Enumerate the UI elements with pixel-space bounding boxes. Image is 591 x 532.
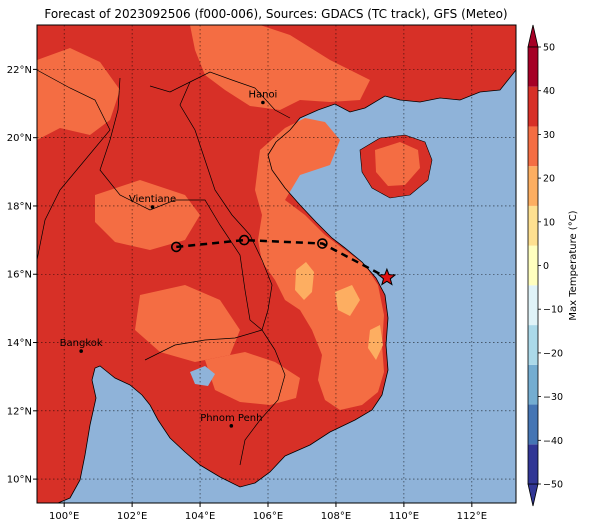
colorbar-label: Max Temperature (°C): [568, 210, 579, 320]
track-circle-marker: [170, 241, 182, 253]
land-warm-zone-cambodia: [205, 352, 300, 405]
lat-tick-label: 20°N: [7, 133, 32, 144]
lat-tick-label: 22°N: [7, 65, 32, 76]
border-laos-vietnam: [179, 81, 276, 351]
map-panel: Hanoi Vientiane Bangkok Phnom Penh: [37, 25, 516, 503]
colorbar-segment: [528, 126, 538, 167]
border-china-vietnam-laos: [149, 71, 291, 119]
colorbar-segment: [528, 166, 538, 206]
colorbar-tick-label: −50: [543, 480, 563, 491]
colorbar-tick-label: 10: [543, 217, 555, 228]
lake-tonle-sap: [190, 366, 215, 386]
lat-tick-label: 12°N: [7, 406, 32, 417]
land-hainan-warm: [375, 142, 420, 186]
lon-tick-label: 102°E: [117, 511, 147, 522]
land-warm-zone-north: [190, 25, 370, 110]
land-mild-zone-2: [335, 285, 360, 316]
colorbar-segment: [528, 444, 538, 484]
colorbar-tick-label: 50: [543, 43, 555, 54]
coastline: [57, 69, 516, 503]
land-warm-zone-center: [95, 180, 200, 250]
lat-tick-label: 14°N: [7, 338, 32, 349]
land-mild-zone-1: [295, 262, 314, 300]
border-thailand-cambodia: [144, 329, 263, 361]
city-label: Vientiane: [129, 194, 176, 205]
city-label: Hanoi: [248, 90, 277, 101]
city-dot: [261, 100, 265, 105]
colorbar: −50 −40 −30 −20 −10 0 10 20 30 40 50 Max Temperatur…: [527, 24, 579, 507]
city-label: Bangkok: [60, 338, 103, 349]
colorbar-tick-label: 30: [543, 130, 555, 141]
lat-tick-label: 16°N: [7, 270, 32, 281]
city-dot: [150, 205, 155, 209]
track-line: [176, 238, 388, 279]
colorbar-tick-label: 0: [543, 261, 549, 272]
track-circle-marker: [317, 238, 328, 249]
colorbar-segment: [528, 205, 538, 246]
lat-tick-label: 10°N: [7, 475, 32, 486]
lon-tick-label: 100°E: [49, 511, 79, 522]
colorbar-extend-top: [527, 24, 539, 48]
colorbar-tick-label: −10: [543, 305, 563, 316]
lon-tick-label: 112°E: [457, 511, 487, 522]
city-markers: Hanoi Vientiane Bangkok Phnom Penh: [60, 90, 277, 428]
colorbar-segment: [528, 325, 538, 365]
colorbar-tick-label: 20: [543, 174, 555, 185]
colorbar-segment: [528, 404, 538, 445]
colorbar-tick-label: −20: [543, 348, 563, 359]
lon-tick-label: 106°E: [253, 511, 283, 522]
city-label: Phnom Penh: [200, 413, 262, 424]
city-dot: [229, 424, 234, 428]
lon-tick-label: 108°E: [321, 511, 351, 522]
border-laos-thailand: [99, 77, 263, 331]
colorbar-tick-label: −30: [543, 392, 563, 403]
border-myanmar: [37, 69, 111, 261]
land-warm-zone-west: [37, 48, 120, 140]
map-frame: [36, 24, 517, 504]
lat-tick-label: 18°N: [7, 201, 32, 212]
track-circle-marker: [238, 234, 250, 246]
land-mild-zone-3: [368, 325, 383, 360]
colorbar-segment: [528, 364, 538, 405]
colorbar-segment: [528, 86, 538, 127]
map-axis-ticks: 100°E 102°E 104°E 106°E 108°E 110°E 112°E 10°N 1…: [7, 65, 487, 522]
cyclone-track: [170, 234, 397, 286]
colorbar-segment: [528, 47, 538, 87]
figure-title: Forecast of 2023092506 (f000-006), Sourc…: [44, 7, 507, 21]
lon-tick-label: 104°E: [185, 511, 215, 522]
lon-tick-label: 110°E: [389, 511, 419, 522]
colorbar-extend-bottom: [527, 483, 539, 507]
colorbar-segment: [528, 285, 538, 326]
colorbar-tick-label: −40: [543, 436, 563, 447]
border-cambodia-vietnam: [239, 349, 286, 466]
track-star-marker: [377, 267, 397, 286]
colorbar-segment: [528, 245, 538, 286]
colorbar-tick-label: 40: [543, 86, 555, 97]
city-dot: [79, 349, 83, 353]
